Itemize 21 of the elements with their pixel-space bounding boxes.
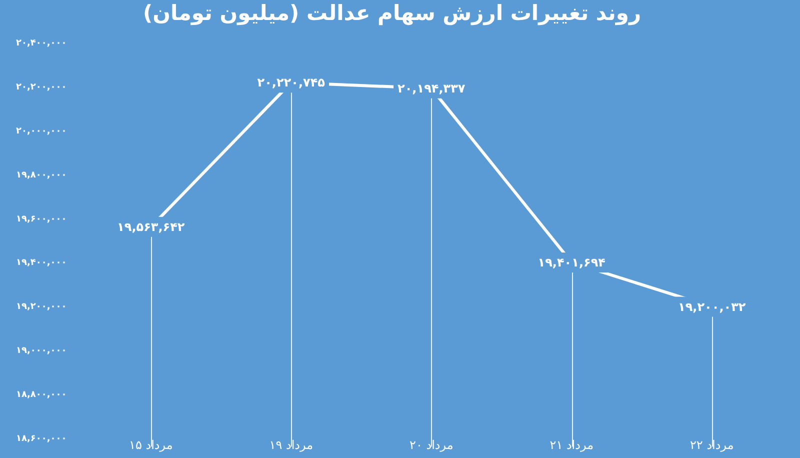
x-tick-label: ۱۵ مرداد xyxy=(129,438,173,452)
y-tick-label: ۲۰,۰۰۰,۰۰۰ xyxy=(16,126,67,136)
x-tick-label: ۲۲ مرداد xyxy=(690,438,734,452)
y-tick-label: ۱۹,۰۰۰,۰۰۰ xyxy=(16,346,67,356)
x-tick-label: ۲۰ مرداد xyxy=(409,438,454,452)
y-tick-label: ۱۸,۸۰۰,۰۰۰ xyxy=(16,390,67,400)
data-label: ۱۹,۲۰۰,۰۳۲ xyxy=(678,300,746,314)
x-tick-label: ۲۱ مرداد xyxy=(550,438,594,452)
x-tick-label: ۱۹ مرداد xyxy=(269,438,314,452)
y-tick-label: ۲۰,۴۰۰,۰۰۰ xyxy=(16,38,67,49)
y-tick-label: ۱۹,۶۰۰,۰۰۰ xyxy=(16,214,67,224)
y-tick-label: ۱۹,۴۰۰,۰۰۰ xyxy=(16,258,67,268)
data-label: ۱۹,۴۰۱,۶۹۴ xyxy=(538,256,606,270)
y-tick-label: ۱۹,۸۰۰,۰۰۰ xyxy=(16,170,67,180)
data-label: ۲۰,۲۲۰,۷۴۵ xyxy=(257,76,326,90)
y-tick-label: ۱۹,۲۰۰,۰۰۰ xyxy=(16,302,67,312)
y-tick-label: ۲۰,۲۰۰,۰۰۰ xyxy=(16,82,67,92)
y-tick-label: ۱۸,۶۰۰,۰۰۰ xyxy=(16,434,67,444)
chart-title: روند تغییرات ارزش سهام عدالت (میلیون تومان) xyxy=(142,1,642,26)
data-label: ۱۹,۵۶۳,۶۴۲ xyxy=(117,220,186,234)
data-label: ۲۰,۱۹۴,۳۳۷ xyxy=(398,82,466,96)
